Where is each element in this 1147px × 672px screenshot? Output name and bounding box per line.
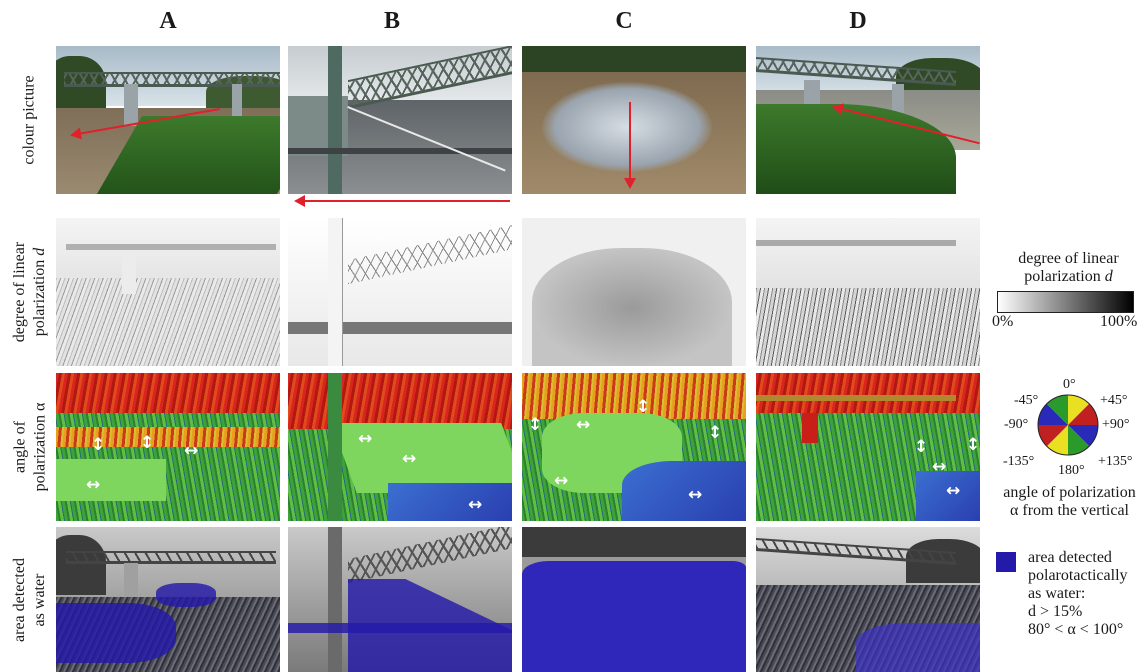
angle-arrow-a3: ↔ (184, 441, 199, 461)
angle-arrow-a1: ↕ (91, 435, 106, 455)
angle-arrow-c5: ↔ (554, 471, 569, 491)
column-header-d: D (849, 8, 867, 34)
wheel-label-p45: +45° (1100, 393, 1128, 408)
angle-arrow-c2: ↔ (576, 415, 591, 435)
wheel-label-m135: -135° (1003, 454, 1035, 469)
wheel-label-m45: -45° (1014, 393, 1039, 408)
wheel-label-0: 0° (1063, 377, 1076, 392)
angle-arrow-c4: ↕ (708, 423, 723, 443)
column-header-a: A (159, 8, 177, 34)
water-image-c (522, 527, 746, 672)
angle-arrow-a2: ↕ (140, 433, 155, 453)
degree-image-b (288, 218, 512, 366)
colour-photo-a (56, 46, 280, 194)
column-header-c: C (615, 8, 633, 34)
legend-angle-caption: angle of polarization α from the vertical (1003, 484, 1136, 519)
angle-arrow-d3: ↔ (932, 457, 947, 477)
water-image-a (56, 527, 280, 672)
direction-arrow-b (294, 195, 510, 207)
legend-degree-gradient (997, 291, 1134, 313)
angle-arrow-d4: ↔ (946, 481, 961, 501)
row-label-colour: colour picture (21, 75, 39, 165)
angle-arrow-a4: ↔ (86, 475, 101, 495)
degree-image-d (756, 218, 980, 366)
row-label-water: area detected as water (11, 557, 48, 642)
angle-image-a: ↕ ↕ ↔ ↔ (56, 373, 280, 521)
angle-arrow-b1: ↔ (358, 429, 373, 449)
angle-image-c: ↕ ↔ ↕ ↕ ↔ ↔ (522, 373, 746, 521)
degree-image-c (522, 218, 746, 366)
angle-image-b: ↔ ↔ ↔ (288, 373, 512, 521)
legend-degree-max: 100% (1100, 313, 1138, 330)
angle-color-wheel (1037, 394, 1099, 456)
row-label-angle: angle of polarization α (11, 402, 49, 492)
water-image-d (756, 527, 980, 672)
degree-image-a (56, 218, 280, 366)
angle-arrow-c3: ↕ (636, 397, 651, 417)
legend-degree-title: degree of linear polarization d (1018, 250, 1119, 285)
row-label-degree: degree of linear polarization d (11, 241, 49, 343)
angle-arrow-c6: ↔ (688, 485, 703, 505)
angle-arrow-c1: ↕ (528, 415, 543, 435)
legend-degree-min: 0% (992, 313, 1014, 330)
wheel-label-p135: +135° (1098, 454, 1133, 469)
legend-water-swatch (996, 552, 1016, 572)
angle-arrow-b2: ↔ (402, 449, 417, 469)
colour-photo-d (756, 46, 980, 194)
direction-arrow-c (629, 102, 631, 182)
water-image-b (288, 527, 512, 672)
colour-photo-c (522, 46, 746, 194)
angle-arrow-d2: ↕ (966, 435, 980, 455)
angle-arrow-d1: ↕ (914, 437, 929, 457)
angle-arrow-b3: ↔ (468, 495, 483, 515)
angle-image-d: ↕ ↕ ↔ ↔ (756, 373, 980, 521)
wheel-label-p90: +90° (1102, 417, 1130, 432)
colour-photo-b (288, 46, 512, 194)
legend-water-text: area detected polarotactically as water:… (1028, 549, 1128, 638)
wheel-label-180: 180° (1058, 463, 1085, 478)
wheel-label-m90: -90° (1004, 417, 1029, 432)
column-header-b: B (383, 8, 400, 34)
